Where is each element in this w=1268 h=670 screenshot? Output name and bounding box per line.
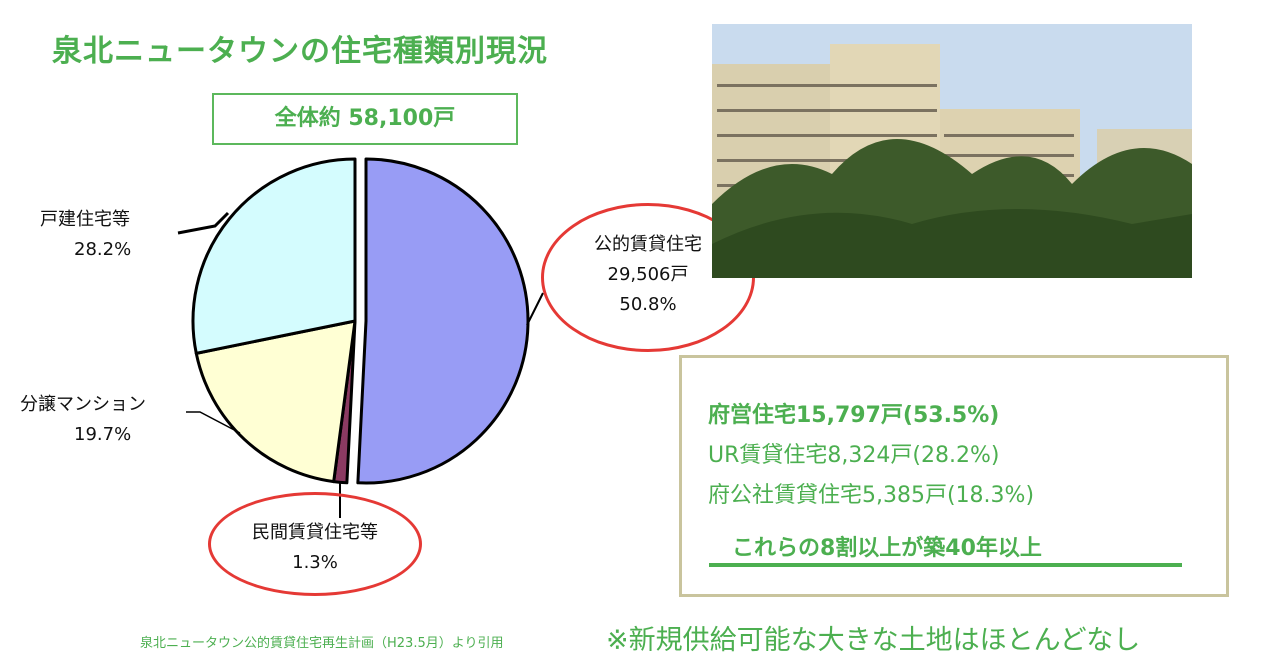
slice-count: 29,506戸 <box>607 264 689 285</box>
slice-percent: 19.7% <box>74 424 132 445</box>
info-line-corp: 府公社賃貸住宅5,385戸(18.3%) <box>708 483 1035 508</box>
note-text: ※新規供給可能な大きな土地はほとんどなし <box>606 625 1141 656</box>
pie-slice <box>194 319 357 484</box>
slice-name: 公的賃貸住宅 <box>594 234 702 255</box>
info-line-ur: UR賃貸住宅8,324戸(28.2%) <box>708 443 1000 468</box>
leader-line-condo <box>186 411 241 434</box>
leader-line-detached <box>177 211 230 235</box>
highlight-underline <box>709 563 1182 567</box>
slice-name: 民間賃貸住宅等 <box>252 522 378 543</box>
label-private: 民間賃貸住宅等 1.3% <box>208 518 422 578</box>
slice-percent: 28.2% <box>74 239 132 260</box>
slice-percent: 1.3% <box>292 552 338 573</box>
info-line-prefectural: 府営住宅15,797戸(53.5%) <box>708 403 1000 428</box>
label-detached: 戸建住宅等 28.2% <box>40 205 180 265</box>
pie-slice <box>356 157 530 485</box>
slice-name: 戸建住宅等 <box>40 209 130 230</box>
source-citation: 泉北ニュータウン公的賃貸住宅再生計画（H23.5月）より引用 <box>140 636 504 651</box>
pie-chart <box>177 157 544 518</box>
label-public: 公的賃貸住宅 29,506戸 50.8% <box>541 230 755 320</box>
highlight-oval-private <box>208 492 422 596</box>
info-box <box>679 355 1229 597</box>
pie-slice <box>191 157 357 355</box>
page-title: 泉北ニュータウンの住宅種類別現況 <box>52 34 548 69</box>
housing-complex-photo <box>712 24 1192 278</box>
slice-percent: 50.8% <box>619 294 677 315</box>
total-box: 全体約 58,100戸 <box>212 93 518 145</box>
slice-name: 分譲マンション <box>20 394 146 415</box>
label-condo: 分譲マンション 19.7% <box>20 390 190 450</box>
info-highlight: これらの8割以上が築40年以上 <box>732 536 1042 561</box>
leader-line-public <box>526 292 544 326</box>
